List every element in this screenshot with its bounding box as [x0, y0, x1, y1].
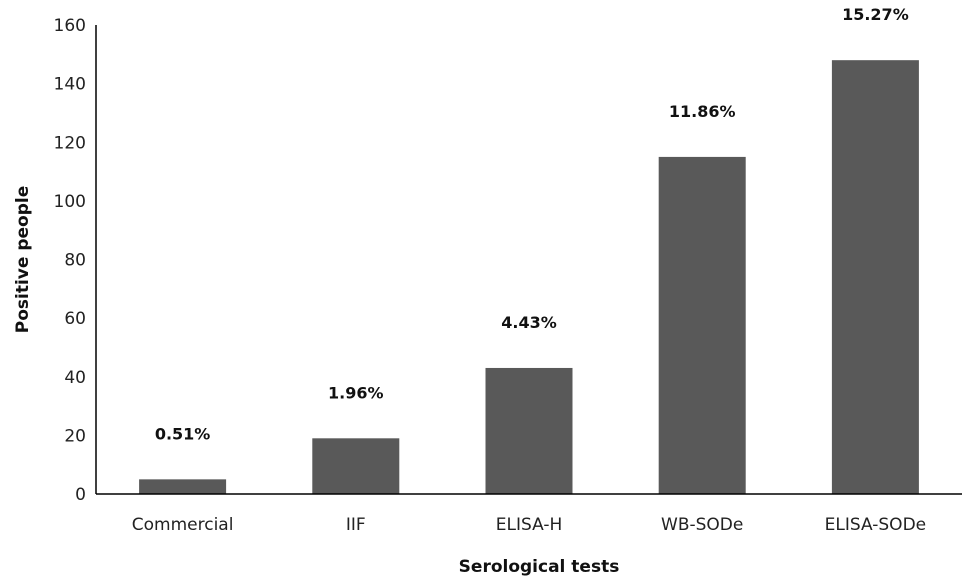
- bar-data-label: 1.96%: [328, 383, 384, 402]
- x-tick-label: IIF: [346, 515, 366, 535]
- y-tick-label: 140: [54, 75, 86, 95]
- bar: [312, 438, 400, 494]
- x-axis-tick-labels: Commercial IIF ELISA-H WB-SODe ELISA-SODe: [132, 515, 926, 535]
- bar-data-label: 15.27%: [842, 5, 909, 24]
- y-tick-label: 80: [64, 251, 86, 271]
- bar-data-label: 0.51%: [155, 424, 211, 443]
- y-tick-label: 120: [54, 133, 86, 153]
- data-labels: 0.51% 1.96% 4.43% 11.86% 15.27%: [155, 5, 909, 443]
- y-tick-label: 100: [54, 192, 86, 212]
- y-axis-ticks: 0 20 40 60 80 100 120 140 160: [54, 16, 86, 505]
- x-axis-title: Serological tests: [459, 557, 620, 577]
- y-axis-title: Positive people: [13, 186, 33, 333]
- bars: [139, 60, 919, 495]
- x-tick-label: Commercial: [132, 515, 234, 535]
- bar-data-label: 11.86%: [669, 102, 736, 121]
- y-tick-label: 20: [64, 426, 86, 446]
- y-tick-label: 160: [54, 16, 86, 36]
- y-tick-label: 40: [64, 368, 86, 388]
- bar: [831, 60, 919, 495]
- x-tick-label: ELISA-H: [496, 515, 563, 535]
- bar-data-label: 4.43%: [501, 313, 557, 332]
- y-tick-label: 0: [75, 485, 86, 505]
- x-tick-label: ELISA-SODe: [825, 515, 926, 535]
- bar: [485, 367, 573, 494]
- bar: [658, 156, 746, 494]
- bar: [139, 479, 227, 494]
- x-tick-label: WB-SODe: [661, 515, 743, 535]
- y-tick-label: 60: [64, 309, 86, 329]
